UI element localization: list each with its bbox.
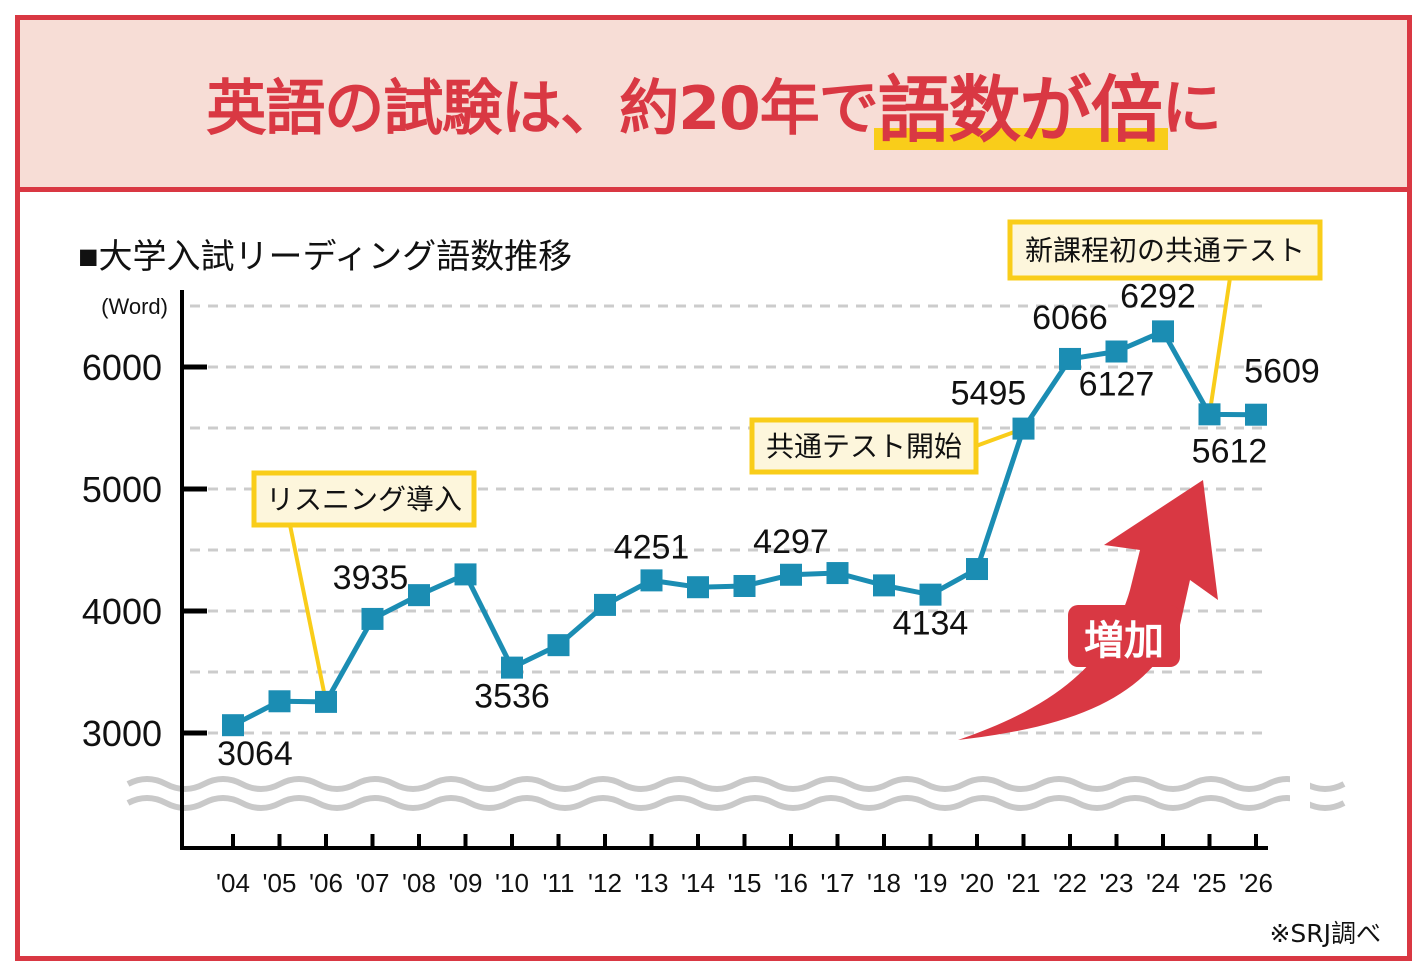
x-tick-label: '15	[728, 868, 762, 898]
data-point	[919, 583, 942, 606]
y-axis-label: (Word)	[101, 294, 168, 319]
data-point	[1012, 417, 1035, 440]
data-point	[1105, 340, 1128, 363]
x-tick-label: '19	[914, 868, 948, 898]
callout-leader	[1207, 277, 1232, 415]
x-tick-label: '05	[263, 868, 297, 898]
headline-highlight: 語数が倍	[873, 51, 1168, 156]
callout-label: 共通テスト開始	[766, 430, 962, 463]
break-wave-upper	[126, 776, 1346, 792]
x-tick-label: '06	[309, 868, 343, 898]
x-tick-label: '11	[543, 868, 575, 898]
data-point	[873, 574, 895, 597]
callout-label: リスニング導入	[266, 483, 462, 516]
data-point	[1152, 320, 1174, 343]
axes	[180, 290, 1268, 850]
data-point	[780, 563, 802, 586]
headline: 英語の試験は、約20年で 語数が倍 に	[20, 20, 1407, 187]
source-note: ※SRJ調べ	[1269, 919, 1381, 948]
data-label: 4251	[614, 528, 690, 566]
data-point	[826, 562, 849, 585]
data-label: 6127	[1079, 366, 1155, 404]
data-label: 3536	[474, 678, 550, 716]
data-label: 3935	[333, 559, 409, 597]
data-label: 4297	[753, 523, 829, 561]
data-point	[640, 569, 663, 592]
x-tick-label: '18	[867, 868, 901, 898]
y-tick-label: 5000	[82, 469, 162, 510]
x-tick-label: '26	[1239, 868, 1273, 898]
callout-box	[1007, 219, 1323, 281]
increase-arrow: 増加	[958, 480, 1218, 740]
y-tick-label: 3000	[82, 713, 162, 754]
x-tick-label: '16	[774, 868, 808, 898]
data-point	[361, 607, 384, 630]
data-label: 6066	[1032, 299, 1108, 337]
data-point	[966, 558, 988, 581]
arrow-label: 増加	[1084, 618, 1164, 664]
x-tick-label: '12	[588, 868, 622, 898]
x-tick-label: '21	[1007, 868, 1041, 898]
headline-prefix: 英語の試験は、約20年で	[206, 74, 878, 144]
data-label: 5495	[951, 375, 1027, 413]
x-tick-label: '07	[356, 868, 390, 898]
headline-highlight-text: 語数が倍	[877, 68, 1163, 152]
x-tick-label: '24	[1146, 868, 1180, 898]
data-point	[315, 690, 337, 713]
data-points	[222, 320, 1267, 737]
data-point	[733, 574, 756, 597]
data-point	[594, 593, 616, 616]
data-point	[408, 584, 430, 607]
data-point	[454, 563, 477, 586]
break-mask	[1290, 770, 1310, 815]
x-tick-label: '25	[1193, 868, 1227, 898]
data-point	[268, 690, 291, 713]
data-point	[1059, 347, 1081, 370]
data-point	[1245, 403, 1267, 426]
break-wave-lower	[126, 795, 1346, 811]
y-ticks: 3000 4000 5000 6000	[82, 347, 207, 754]
callout-box	[251, 470, 477, 528]
x-tick-label: '13	[635, 868, 669, 898]
y-tick-label: 4000	[82, 591, 162, 632]
data-point	[501, 656, 523, 679]
x-ticks: '04 '05 '06 '07 '08 '09 '10 '11 '12 '13 '14 '15 '16 '…	[216, 834, 1273, 898]
x-tick-label: '10	[495, 868, 529, 898]
x-tick-label: '20	[960, 868, 994, 898]
data-label: 4134	[893, 605, 969, 643]
data-label: 5609	[1244, 353, 1320, 391]
data-point	[1198, 403, 1221, 426]
x-tick-label: '14	[681, 868, 715, 898]
arrow-label-bg	[1068, 605, 1180, 667]
axis-break	[126, 770, 1346, 815]
data-label: 6292	[1120, 277, 1196, 315]
data-label: 3064	[217, 735, 293, 773]
callout-box	[749, 417, 979, 475]
chart-title: ■大学入試リーディング語数推移	[78, 238, 572, 276]
data-point	[222, 714, 244, 737]
headline-suffix: に	[1161, 74, 1222, 144]
callouts: リスニング導入 共通テスト開始 新課程初の共通テスト	[251, 219, 1323, 528]
callout-leader	[288, 524, 328, 703]
callout-label: 新課程初の共通テスト	[1025, 234, 1305, 267]
y-tick-label: 6000	[82, 347, 162, 388]
x-tick-label: '17	[821, 868, 855, 898]
x-tick-label: '09	[449, 868, 483, 898]
data-point	[547, 634, 570, 657]
arrow-shape	[958, 480, 1218, 740]
title-banner: 英語の試験は、約20年で 語数が倍 に	[20, 20, 1407, 192]
x-tick-label: '04	[216, 868, 250, 898]
data-point	[687, 576, 709, 599]
x-tick-label: '22	[1053, 868, 1087, 898]
x-tick-label: '08	[402, 868, 436, 898]
data-label: 5612	[1192, 432, 1268, 470]
x-tick-label: '23	[1100, 868, 1134, 898]
